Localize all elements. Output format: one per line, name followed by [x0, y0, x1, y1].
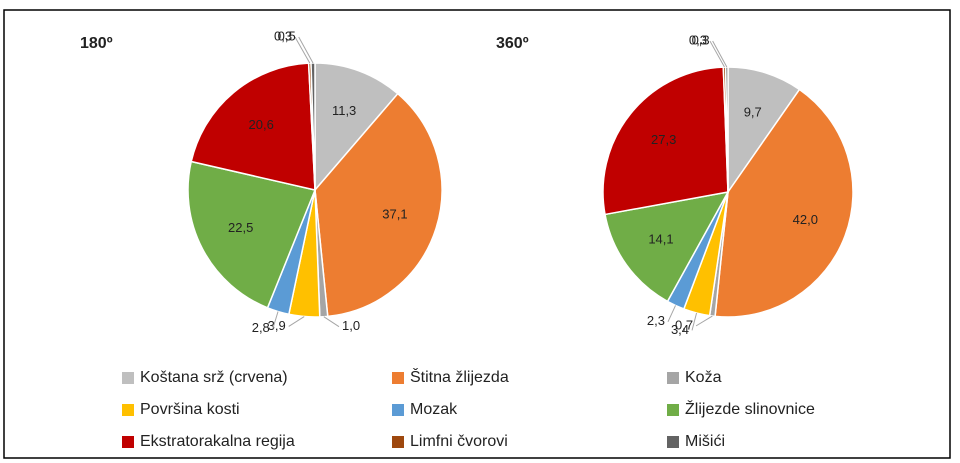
data-label: 1,0 — [342, 318, 360, 333]
data-label: 0,5 — [278, 28, 296, 43]
leader-line — [667, 305, 676, 323]
data-label: 0,3 — [274, 29, 292, 44]
data-label: 3,9 — [268, 318, 286, 333]
pie-slice — [604, 190, 730, 303]
data-label: 2,3 — [647, 313, 665, 328]
pie-slice — [314, 92, 443, 318]
data-label: 0,3 — [692, 32, 710, 47]
legend-label: Limfni čvorovi — [410, 433, 508, 450]
leader-line — [272, 311, 279, 329]
pie-slice — [314, 62, 399, 193]
data-label: 2,8 — [252, 320, 270, 335]
legend-swatch — [392, 372, 404, 384]
data-label: 27,3 — [651, 132, 676, 147]
legend-label: Ekstratorakalna regija — [140, 433, 295, 450]
data-label: 14,1 — [648, 232, 673, 247]
legend-label: Koštana srž (crvena) — [140, 369, 288, 386]
pie-slice — [190, 62, 316, 191]
data-label: 0,3 — [689, 32, 707, 47]
data-label: 11,3 — [332, 103, 356, 118]
legend-label: Žlijezde slinovnice — [685, 399, 815, 418]
legend-swatch — [122, 404, 134, 416]
pie-slice — [187, 160, 317, 309]
leader-line — [288, 316, 305, 327]
pie-slice — [602, 66, 729, 216]
pie-slice — [727, 66, 801, 195]
leader-line — [691, 312, 698, 331]
data-label: 22,5 — [228, 220, 253, 235]
data-label: 9,7 — [744, 105, 762, 120]
legend-label: Koža — [685, 369, 722, 386]
pie-slice — [714, 88, 854, 318]
data-label: 37,1 — [382, 207, 407, 222]
chart-title: 180º — [80, 35, 113, 52]
legend-label: Mišići — [685, 433, 725, 450]
chart-title: 360º — [496, 35, 529, 52]
legend-swatch — [392, 436, 404, 448]
legend-label: Štitna žlijezda — [410, 367, 509, 386]
data-label: 3,4 — [671, 322, 689, 337]
leader-line — [298, 36, 314, 64]
pie-slice — [310, 62, 316, 191]
leader-line — [712, 40, 728, 68]
leader-line — [709, 40, 725, 68]
legend-swatch — [122, 372, 134, 384]
data-label: 20,6 — [249, 117, 274, 132]
leader-line — [323, 316, 340, 328]
legend-swatch — [667, 436, 679, 448]
legend-swatch — [667, 372, 679, 384]
leader-line — [695, 315, 713, 327]
legend-label: Površina kosti — [140, 401, 240, 418]
legend-swatch — [122, 436, 134, 448]
leader-line — [294, 36, 311, 64]
legend-swatch — [667, 404, 679, 416]
data-label: 42,0 — [793, 212, 818, 227]
legend-swatch — [392, 404, 404, 416]
frame — [3, 9, 951, 459]
data-label: 0,7 — [675, 317, 693, 332]
legend-label: Mozak — [410, 401, 458, 418]
